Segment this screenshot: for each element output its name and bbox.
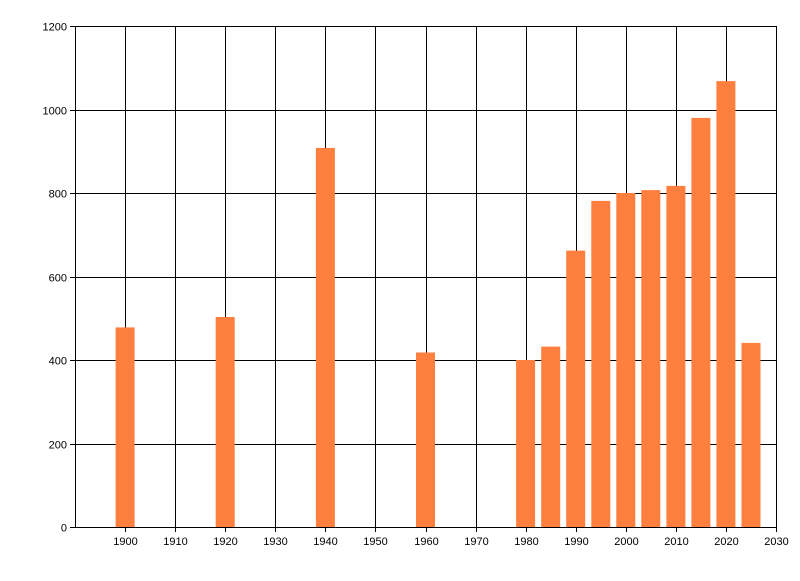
bar xyxy=(616,193,636,527)
x-tick-label: 1930 xyxy=(263,536,287,548)
y-axis-ticks: 0 200 400 600 800 1000 1200 xyxy=(43,22,75,535)
y-tick-label: 1200 xyxy=(43,22,67,34)
x-tick-label: 2020 xyxy=(714,536,738,548)
x-axis-ticks: 1900 1910 1920 1930 1940 1950 1960 1970 1980 1990… xyxy=(113,527,789,548)
bar xyxy=(566,250,586,527)
x-tick-label: 2030 xyxy=(764,536,788,548)
x-tick-label: 1970 xyxy=(464,536,488,548)
x-tick-label: 2010 xyxy=(664,536,688,548)
bar xyxy=(716,81,736,527)
bar xyxy=(416,352,435,527)
bar xyxy=(591,200,611,527)
bar xyxy=(115,327,135,527)
bar xyxy=(641,190,661,527)
bar xyxy=(516,360,536,527)
x-tick-label: 1940 xyxy=(313,536,337,548)
x-tick-label: 1990 xyxy=(564,536,588,548)
bar xyxy=(741,342,761,527)
x-tick-label: 1910 xyxy=(163,536,187,548)
x-tick-label: 1920 xyxy=(213,536,237,548)
y-tick-label: 1000 xyxy=(43,106,67,118)
y-tick-label: 0 xyxy=(61,523,67,535)
y-tick-label: 200 xyxy=(49,440,67,452)
bar xyxy=(315,147,335,527)
y-tick-label: 600 xyxy=(49,273,67,285)
x-tick-label: 1980 xyxy=(514,536,538,548)
bar xyxy=(691,117,711,528)
bar xyxy=(215,317,235,527)
x-tick-label: 1960 xyxy=(414,536,438,548)
bars xyxy=(115,81,761,528)
x-tick-label: 1900 xyxy=(113,536,137,548)
x-tick-label: 2000 xyxy=(614,536,638,548)
bar xyxy=(541,346,561,527)
y-tick-label: 400 xyxy=(49,356,67,368)
x-tick-label: 1950 xyxy=(363,536,387,548)
bar xyxy=(666,185,686,527)
axes xyxy=(75,26,776,528)
y-tick-label: 800 xyxy=(49,189,67,201)
